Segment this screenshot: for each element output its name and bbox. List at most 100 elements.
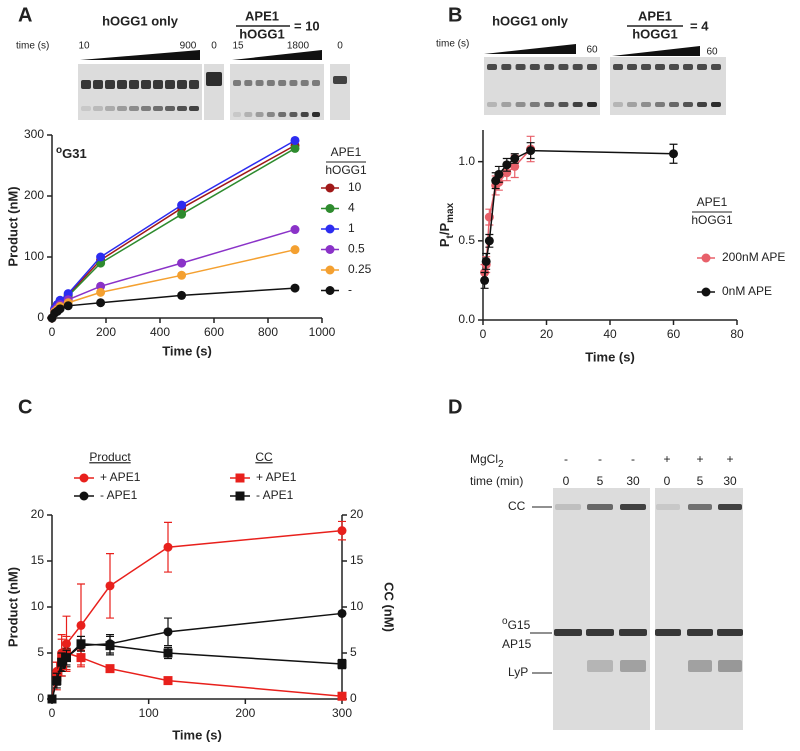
- gel-band: [669, 64, 679, 70]
- marker: [76, 639, 86, 649]
- legend-marker: [701, 253, 711, 263]
- ratio-denominator: hOGG1: [632, 26, 678, 41]
- marker: [502, 168, 512, 178]
- legend-label: + APE1: [100, 470, 141, 484]
- legend-label: 1: [348, 221, 355, 235]
- series-line: [51, 643, 343, 700]
- band-label: LyP: [508, 665, 528, 679]
- gel-band: [129, 106, 139, 111]
- legend-marker: [325, 183, 335, 193]
- series-line: [51, 652, 343, 700]
- x-tick-label: 80: [730, 327, 744, 341]
- gel-band: [141, 106, 151, 111]
- ratio-value: = 4: [690, 18, 709, 33]
- band-label: AP15: [502, 637, 532, 651]
- gel-band: [278, 80, 287, 86]
- gel-band: [515, 102, 526, 107]
- gel-band: [619, 629, 647, 636]
- marker: [163, 627, 173, 637]
- x-tick-label: 100: [139, 706, 159, 720]
- marker: [481, 256, 491, 266]
- gel-band: [244, 112, 253, 117]
- marker: [177, 209, 187, 219]
- x-tick-label: 0: [480, 327, 487, 341]
- gel-time-label: time (min): [470, 474, 523, 488]
- legend-title: hOGG1: [691, 213, 733, 227]
- marker: [52, 676, 62, 686]
- gel-band: [669, 102, 679, 107]
- text: MgCl: [470, 452, 498, 466]
- y-tick-label: 10: [31, 599, 45, 613]
- condition-label: +: [696, 452, 703, 466]
- x-axis-label: Time (s): [172, 727, 222, 742]
- time-label: 0: [563, 474, 570, 488]
- marker: [290, 225, 300, 235]
- marker: [163, 542, 173, 552]
- gel-band: [620, 504, 646, 510]
- gel-band: [544, 102, 555, 107]
- marker: [163, 648, 173, 658]
- marker: [96, 298, 106, 308]
- time-label: 30: [723, 474, 737, 488]
- gel-band: [711, 64, 721, 70]
- gel-band: [587, 660, 613, 672]
- gel-background: [655, 488, 743, 730]
- gel-band: [165, 80, 175, 89]
- condition-label: -: [598, 452, 602, 466]
- marker: [337, 691, 347, 701]
- gel-band: [655, 102, 665, 107]
- gel-band: [141, 80, 151, 89]
- gel-band: [558, 102, 569, 107]
- y2-tick-label: 15: [350, 553, 364, 567]
- gel-band: [687, 629, 713, 636]
- x-tick-label: 0: [49, 325, 56, 339]
- marker: [55, 304, 65, 314]
- gel-band: [333, 76, 347, 84]
- band-label: CC: [508, 499, 526, 513]
- series-line: [51, 612, 343, 700]
- gel-band: [627, 64, 637, 70]
- gel-band: [613, 102, 623, 107]
- text: P: [437, 238, 452, 247]
- gel-band: [641, 102, 651, 107]
- gel-background: [553, 488, 650, 730]
- y-axis-label: Product (nM): [5, 186, 20, 266]
- marker: [502, 160, 512, 170]
- gel-title: hOGG1 only: [102, 13, 179, 28]
- annotation: oG31: [56, 145, 87, 162]
- gel-band: [105, 106, 115, 111]
- gel-band: [717, 629, 743, 636]
- subscript: 2: [498, 459, 504, 470]
- marker: [290, 283, 300, 293]
- y-tick-label: 15: [31, 553, 45, 567]
- gel-band: [718, 504, 742, 510]
- marker: [177, 200, 187, 210]
- gel-band: [177, 80, 187, 89]
- marker: [47, 694, 57, 704]
- legend-marker: [325, 286, 335, 295]
- marker: [163, 676, 173, 686]
- legend-label: 4: [348, 201, 355, 215]
- wedge: [232, 50, 322, 60]
- gel-title: hOGG1 only: [492, 13, 569, 28]
- gel-band: [289, 112, 298, 117]
- gel-band: [93, 106, 103, 111]
- legend-marker: [325, 265, 335, 275]
- lane-label: 900: [180, 41, 197, 52]
- gel-band: [177, 106, 187, 111]
- gel-band: [572, 64, 583, 70]
- x-tick-label: 20: [540, 327, 554, 341]
- panel-label: B: [448, 4, 462, 26]
- y-tick-label: 5: [37, 645, 44, 659]
- lane-label: 60: [586, 45, 598, 56]
- panel-label: A: [18, 4, 32, 26]
- wedge: [612, 46, 700, 56]
- y-tick-label: 0.0: [458, 312, 475, 326]
- marker: [105, 641, 115, 651]
- text: G15: [508, 618, 531, 632]
- time-label: 0: [664, 474, 671, 488]
- gel-band: [300, 112, 309, 117]
- superscript: o: [502, 616, 508, 627]
- gel-band: [244, 80, 253, 86]
